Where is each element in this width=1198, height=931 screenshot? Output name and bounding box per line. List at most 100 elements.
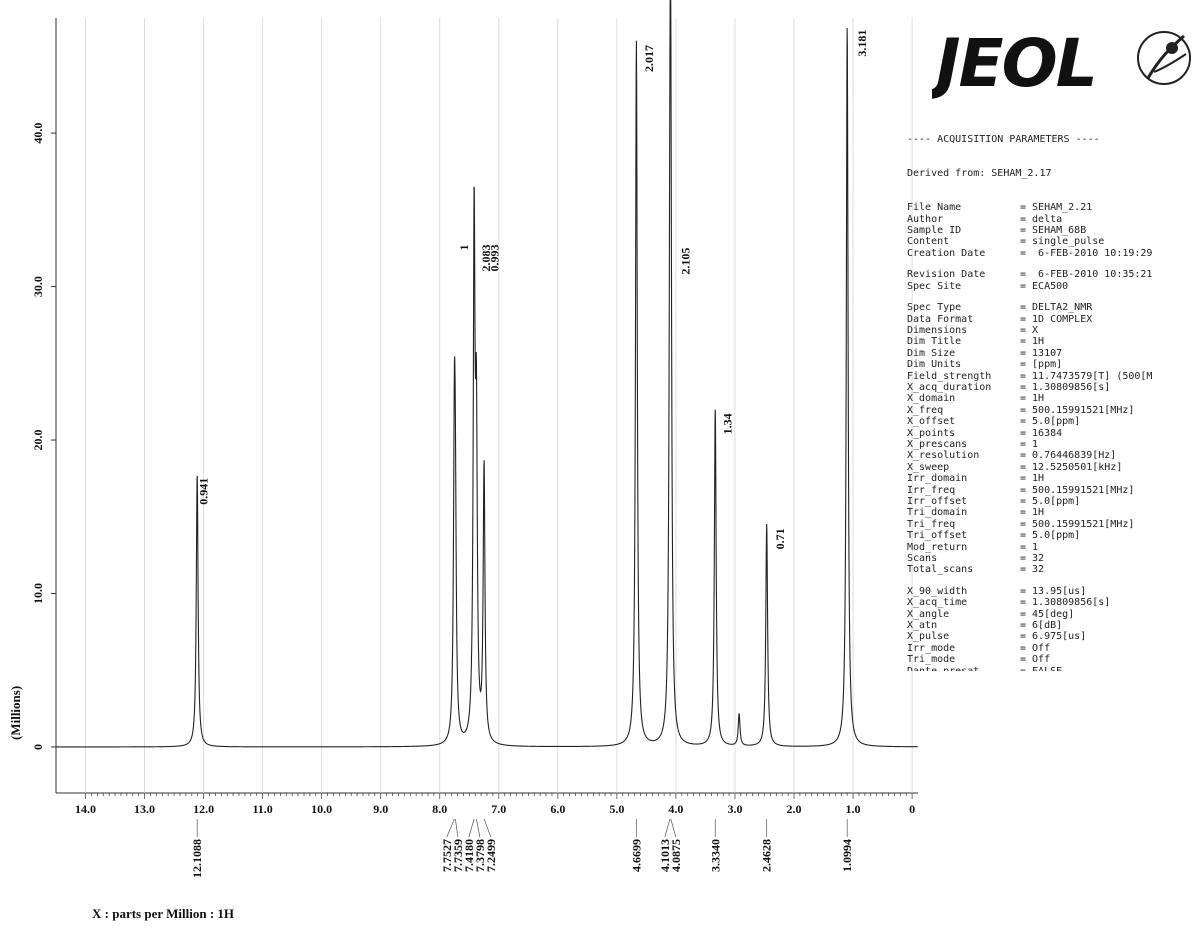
param-name: Scans xyxy=(907,553,938,565)
param-name: Mod_return xyxy=(907,541,968,553)
x-tick-label: 6.0 xyxy=(550,802,565,816)
peak-ppm-label: 7.7359 xyxy=(451,839,465,872)
y-tick-label: 0 xyxy=(31,744,45,750)
param-value: = 1 xyxy=(1020,541,1039,553)
params-header: ---- ACQUISITION PARAMETERS ---- xyxy=(907,133,1100,145)
param-row: X_points = 16384 xyxy=(907,428,1198,439)
param-value: = 1D COMPLEX xyxy=(1020,313,1093,325)
integral-label: 1.34 xyxy=(720,413,734,434)
peak-leader-line xyxy=(446,818,455,838)
param-name: Total_scans xyxy=(907,564,974,576)
integral-label: 0.993 xyxy=(488,245,502,272)
y-tick-label: 20.0 xyxy=(31,430,45,451)
param-row: X_acq_duration = 1.30809856[s] xyxy=(907,382,1198,393)
params-spacer xyxy=(907,576,1198,586)
param-row: X_angle = 45[deg] xyxy=(907,609,1198,620)
peak-ppm-label: 3.3340 xyxy=(708,839,722,872)
param-row: X_freq = 500.15991521[MHz] xyxy=(907,405,1198,416)
integral-label: 2.083 xyxy=(479,245,493,272)
param-row: Mod_return = 1 xyxy=(907,542,1198,553)
param-value: = 0.76446839[Hz] xyxy=(1020,450,1117,462)
param-name: Irr_mode xyxy=(907,642,956,654)
peak-ppm-label: 4.1013 xyxy=(658,839,672,872)
peak-ppm-label: 7.4180 xyxy=(462,839,476,872)
peak-leader-line xyxy=(476,818,481,838)
x-tick-label: 3.0 xyxy=(727,802,742,816)
param-row: Sample ID = SEHAM_68B xyxy=(907,225,1198,236)
params-list: File Name = SEHAM_2.21 Author = delta Sample… xyxy=(907,202,1198,671)
peak-ppm-label: 2.4628 xyxy=(760,839,774,872)
param-value: = 32 xyxy=(1020,553,1045,565)
param-value: = 5.0[ppm] xyxy=(1020,530,1081,542)
param-row: Tri_offset = 5.0[ppm] xyxy=(907,530,1198,541)
param-name: Spec Type xyxy=(907,302,962,314)
peak-leader-line xyxy=(483,818,492,838)
param-name: Sample ID xyxy=(907,225,962,237)
param-value: = Off xyxy=(1020,654,1051,666)
param-row: Irr_domain = 1H xyxy=(907,473,1198,484)
x-tick-label: 5.0 xyxy=(609,802,624,816)
param-row: Dimensions = X xyxy=(907,325,1198,336)
param-name: X_freq xyxy=(907,404,944,416)
param-row: Spec Type = DELTA2_NMR xyxy=(907,302,1198,313)
param-name: File Name xyxy=(907,202,962,214)
param-row: Revision Date = 6-FEB-2010 10:35:21 xyxy=(907,269,1198,280)
y-tick-label: 10.0 xyxy=(31,583,45,604)
logo-emblem-icon xyxy=(1137,31,1191,85)
x-tick-label: 1.0 xyxy=(846,802,861,816)
param-row: X_domain = 1H xyxy=(907,393,1198,404)
x-tick-label: 14.0 xyxy=(75,802,96,816)
param-name: X_pulse xyxy=(907,631,950,643)
x-tick-label: 8.0 xyxy=(432,802,447,816)
param-row: Data Format = 1D COMPLEX xyxy=(907,314,1198,325)
param-name: Author xyxy=(907,213,944,225)
param-name: X_acq_duration xyxy=(907,381,992,393)
param-value: = FALSE xyxy=(1020,666,1062,671)
param-value: = 1H xyxy=(1020,507,1045,519)
param-name: Irr_freq xyxy=(907,484,956,496)
peak-leader-line xyxy=(670,818,677,838)
param-row: X_atn = 6[dB] xyxy=(907,620,1198,631)
param-name: Dante_presat xyxy=(907,666,1020,671)
peak-ppm-label: 1.0994 xyxy=(840,839,854,872)
plot-area xyxy=(56,0,918,793)
param-value: = 32 xyxy=(1020,564,1045,576)
param-value: = SEHAM_2.21 xyxy=(1020,202,1093,214)
param-name: Irr_domain xyxy=(907,473,968,485)
param-row: Tri_mode = Off xyxy=(907,654,1198,665)
spectrum-line xyxy=(56,0,918,748)
param-value: = DELTA2_NMR xyxy=(1020,302,1093,314)
param-name: Tri_mode xyxy=(907,654,956,666)
param-value: = 12.5250501[kHz] xyxy=(1020,461,1123,473)
param-name: Dimensions xyxy=(907,324,968,336)
param-value: = 6-FEB-2010 10:35:21 xyxy=(1020,269,1153,281)
peak-ppm-label: 4.6699 xyxy=(629,839,643,872)
integral-label: 0.941 xyxy=(197,478,211,505)
param-value: = 1H xyxy=(1020,336,1045,348)
param-row: Dim Title = 1H xyxy=(907,336,1198,347)
param-row: X_prescans = 1 xyxy=(907,439,1198,450)
param-row: X_resolution = 0.76446839[Hz] xyxy=(907,450,1198,461)
x-tick-label: 13.0 xyxy=(134,802,155,816)
param-row: Creation Date = 6-FEB-2010 10:19:29 xyxy=(907,248,1198,259)
param-row: File Name = SEHAM_2.21 xyxy=(907,202,1198,213)
params-spacer xyxy=(907,292,1198,302)
param-value: = 1 xyxy=(1020,438,1039,450)
param-name: Spec Site xyxy=(907,280,962,292)
param-row: Tri_domain = 1H xyxy=(907,507,1198,518)
x-tick-label: 7.0 xyxy=(491,802,506,816)
peak-ppm-label: 7.2499 xyxy=(484,839,498,872)
peak-leader-line xyxy=(468,818,475,838)
param-row: Dante_presat= FALSE xyxy=(907,666,1198,671)
param-value: = 6[dB] xyxy=(1020,620,1063,632)
param-row: Spec Site = ECA500 xyxy=(907,281,1198,292)
param-value: = single_pulse xyxy=(1020,236,1105,248)
param-value: = 500.15991521[MHz] xyxy=(1020,518,1135,530)
param-name: Tri_domain xyxy=(907,507,968,519)
param-name: Tri_offset xyxy=(907,530,968,542)
params-spacer xyxy=(907,259,1198,269)
param-name: Dim Units xyxy=(907,359,962,371)
integral-label: 1 xyxy=(457,245,471,251)
x-tick-label: 0 xyxy=(909,802,915,816)
